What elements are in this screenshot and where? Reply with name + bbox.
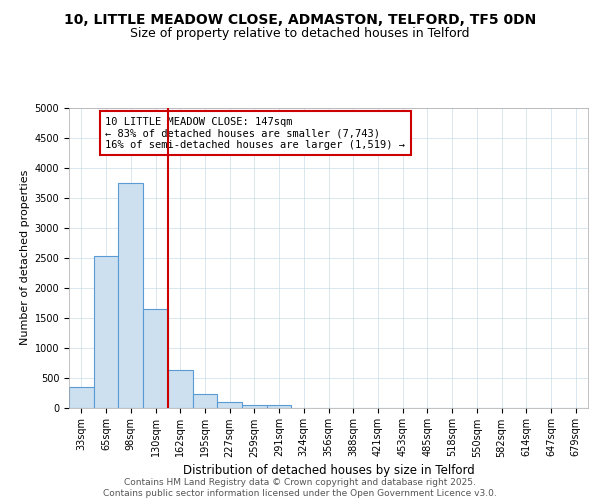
Bar (193, 394, 217, 407)
Bar (118, 182, 143, 408)
Bar (69, 386, 94, 407)
Bar (267, 404, 292, 407)
Bar (168, 370, 193, 408)
X-axis label: Distribution of detached houses by size in Telford: Distribution of detached houses by size … (182, 464, 475, 476)
Bar (143, 308, 168, 408)
Bar (94, 256, 118, 408)
Text: 10 LITTLE MEADOW CLOSE: 147sqm
← 83% of detached houses are smaller (7,743)
16% : 10 LITTLE MEADOW CLOSE: 147sqm ← 83% of … (106, 116, 406, 150)
Bar (217, 402, 242, 407)
Y-axis label: Number of detached properties: Number of detached properties (20, 170, 31, 345)
Bar (242, 404, 267, 407)
Text: 10, LITTLE MEADOW CLOSE, ADMASTON, TELFORD, TF5 0DN: 10, LITTLE MEADOW CLOSE, ADMASTON, TELFO… (64, 12, 536, 26)
Text: Contains HM Land Registry data © Crown copyright and database right 2025.
Contai: Contains HM Land Registry data © Crown c… (103, 478, 497, 498)
Text: Size of property relative to detached houses in Telford: Size of property relative to detached ho… (130, 28, 470, 40)
